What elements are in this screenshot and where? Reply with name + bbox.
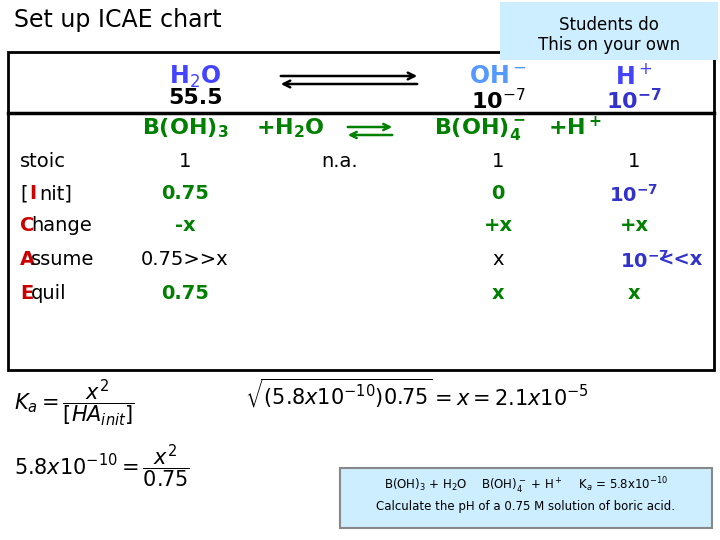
Text: $\mathbf{10^{-7}}$: $\mathbf{10^{-7}}$ <box>620 250 669 272</box>
Text: ssume: ssume <box>31 250 94 269</box>
Text: 1: 1 <box>628 152 640 171</box>
Text: $\bf{+ H^+}$: $\bf{+ H^+}$ <box>548 116 602 139</box>
Text: stoic: stoic <box>20 152 66 171</box>
Text: x: x <box>492 284 504 303</box>
Text: $K_a = \dfrac{x^2}{\left[HA_{init}\right]}$: $K_a = \dfrac{x^2}{\left[HA_{init}\right… <box>14 378 135 429</box>
Text: 1: 1 <box>492 152 504 171</box>
Text: [: [ <box>20 184 27 203</box>
Text: 0.75>>x: 0.75>>x <box>141 250 229 269</box>
Text: This on your own: This on your own <box>538 36 680 54</box>
Text: x: x <box>492 250 504 269</box>
Text: 1: 1 <box>179 152 192 171</box>
Text: I: I <box>29 184 36 203</box>
Text: $\bf{B(OH)_3}$: $\bf{B(OH)_3}$ <box>142 116 228 140</box>
Text: quil: quil <box>31 284 67 303</box>
Text: H$^+$: H$^+$ <box>616 64 653 89</box>
Text: Calculate the pH of a 0.75 M solution of boric acid.: Calculate the pH of a 0.75 M solution of… <box>377 500 675 513</box>
Text: $\mathbf{10^{-7}}$: $\mathbf{10^{-7}}$ <box>606 88 662 113</box>
Text: nit]: nit] <box>39 184 72 203</box>
Bar <box>340 468 712 528</box>
Text: n.a.: n.a. <box>322 152 359 171</box>
Text: H$_2$O: H$_2$O <box>169 64 221 90</box>
Text: 10$^{-7}$: 10$^{-7}$ <box>471 88 526 113</box>
Text: -x: -x <box>175 216 195 235</box>
Text: 0: 0 <box>491 184 505 203</box>
Text: $\mathbf{10^{-7}}$: $\mathbf{10^{-7}}$ <box>609 184 659 206</box>
Text: <<x: <<x <box>658 250 703 269</box>
Text: $5.8x10^{-10} = \dfrac{x^2}{0.75}$: $5.8x10^{-10} = \dfrac{x^2}{0.75}$ <box>14 442 190 490</box>
Text: 0.75: 0.75 <box>161 184 209 203</box>
Text: E: E <box>20 284 33 303</box>
Text: 0.75: 0.75 <box>161 284 209 303</box>
Text: 55.5: 55.5 <box>168 88 222 108</box>
Text: $\bf{B(OH)_4^-}$: $\bf{B(OH)_4^-}$ <box>434 116 526 142</box>
Bar <box>8 52 714 370</box>
Text: OH$^-$: OH$^-$ <box>469 64 527 88</box>
Text: x: x <box>628 284 640 303</box>
Text: +x: +x <box>619 216 649 235</box>
Text: A: A <box>20 250 35 269</box>
Bar <box>500 2 718 60</box>
Text: B(OH)$_3$ + H$_2$O    B(OH)$_4^-$ + H$^+$    K$_a$ = 5.8x10$^{-10}$: B(OH)$_3$ + H$_2$O B(OH)$_4^-$ + H$^+$ K… <box>384 476 668 496</box>
Text: hange: hange <box>31 216 91 235</box>
Text: $\bf{+ H_2O}$: $\bf{+ H_2O}$ <box>256 116 325 140</box>
Text: Students do: Students do <box>559 16 659 34</box>
Text: $\sqrt{(5.8x10^{-10})0.75} = x = 2.1x10^{-5}$: $\sqrt{(5.8x10^{-10})0.75} = x = 2.1x10^… <box>245 376 589 409</box>
Text: Set up ICAE chart: Set up ICAE chart <box>14 8 222 32</box>
Text: +x: +x <box>483 216 513 235</box>
Text: C: C <box>20 216 35 235</box>
